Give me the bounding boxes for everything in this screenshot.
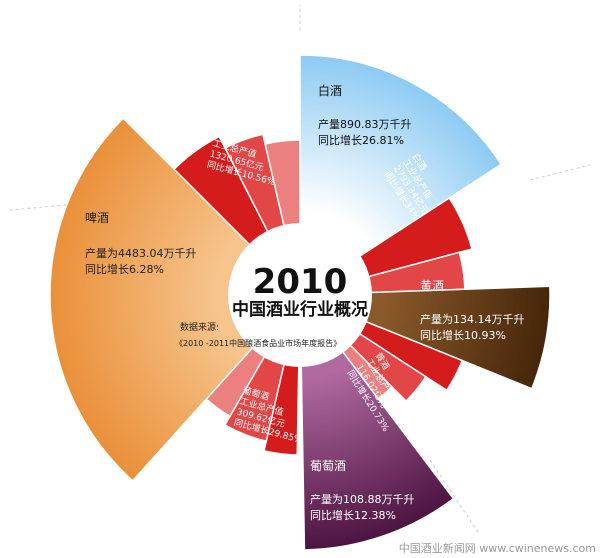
source-text: 《2010 -2011中国酿酒食品业市场年度报告》 xyxy=(175,338,341,348)
segment-output-putaojiu: 产量为108.88万千升 xyxy=(310,492,415,506)
segment-output-huangjiu: 产量为134.14万千升 xyxy=(420,312,525,326)
segment-name-baijiu: 白酒 xyxy=(318,83,342,98)
segment-output-baijiu: 产量890.83万千升 xyxy=(318,117,412,131)
title-year: 2010 xyxy=(253,262,348,302)
segment-output-pijiu: 产量为4483.04万千升 xyxy=(85,246,197,260)
segment-growth-huangjiu: 同比增长10.93% xyxy=(420,328,506,342)
watermark: 中国酒业新闻网 www.cwinenews.com xyxy=(399,541,596,555)
source-label: 数据来源: xyxy=(180,321,219,333)
chart-title: 中国酒业行业概况 xyxy=(232,299,368,320)
guide-line xyxy=(529,164,591,181)
segment-growth-pijiu: 同比增长6.28% xyxy=(85,262,164,276)
segment-name-putaojiu: 葡萄酒 xyxy=(310,459,346,473)
segment-name-pijiu: 啤酒 xyxy=(85,210,109,225)
segment-growth-baijiu: 同比增长26.81% xyxy=(318,133,404,147)
segment-growth-putaojiu: 同比增长12.38% xyxy=(310,508,396,522)
segment-name-huangjiu: 黄酒 xyxy=(420,279,444,293)
center-circle xyxy=(228,223,372,367)
